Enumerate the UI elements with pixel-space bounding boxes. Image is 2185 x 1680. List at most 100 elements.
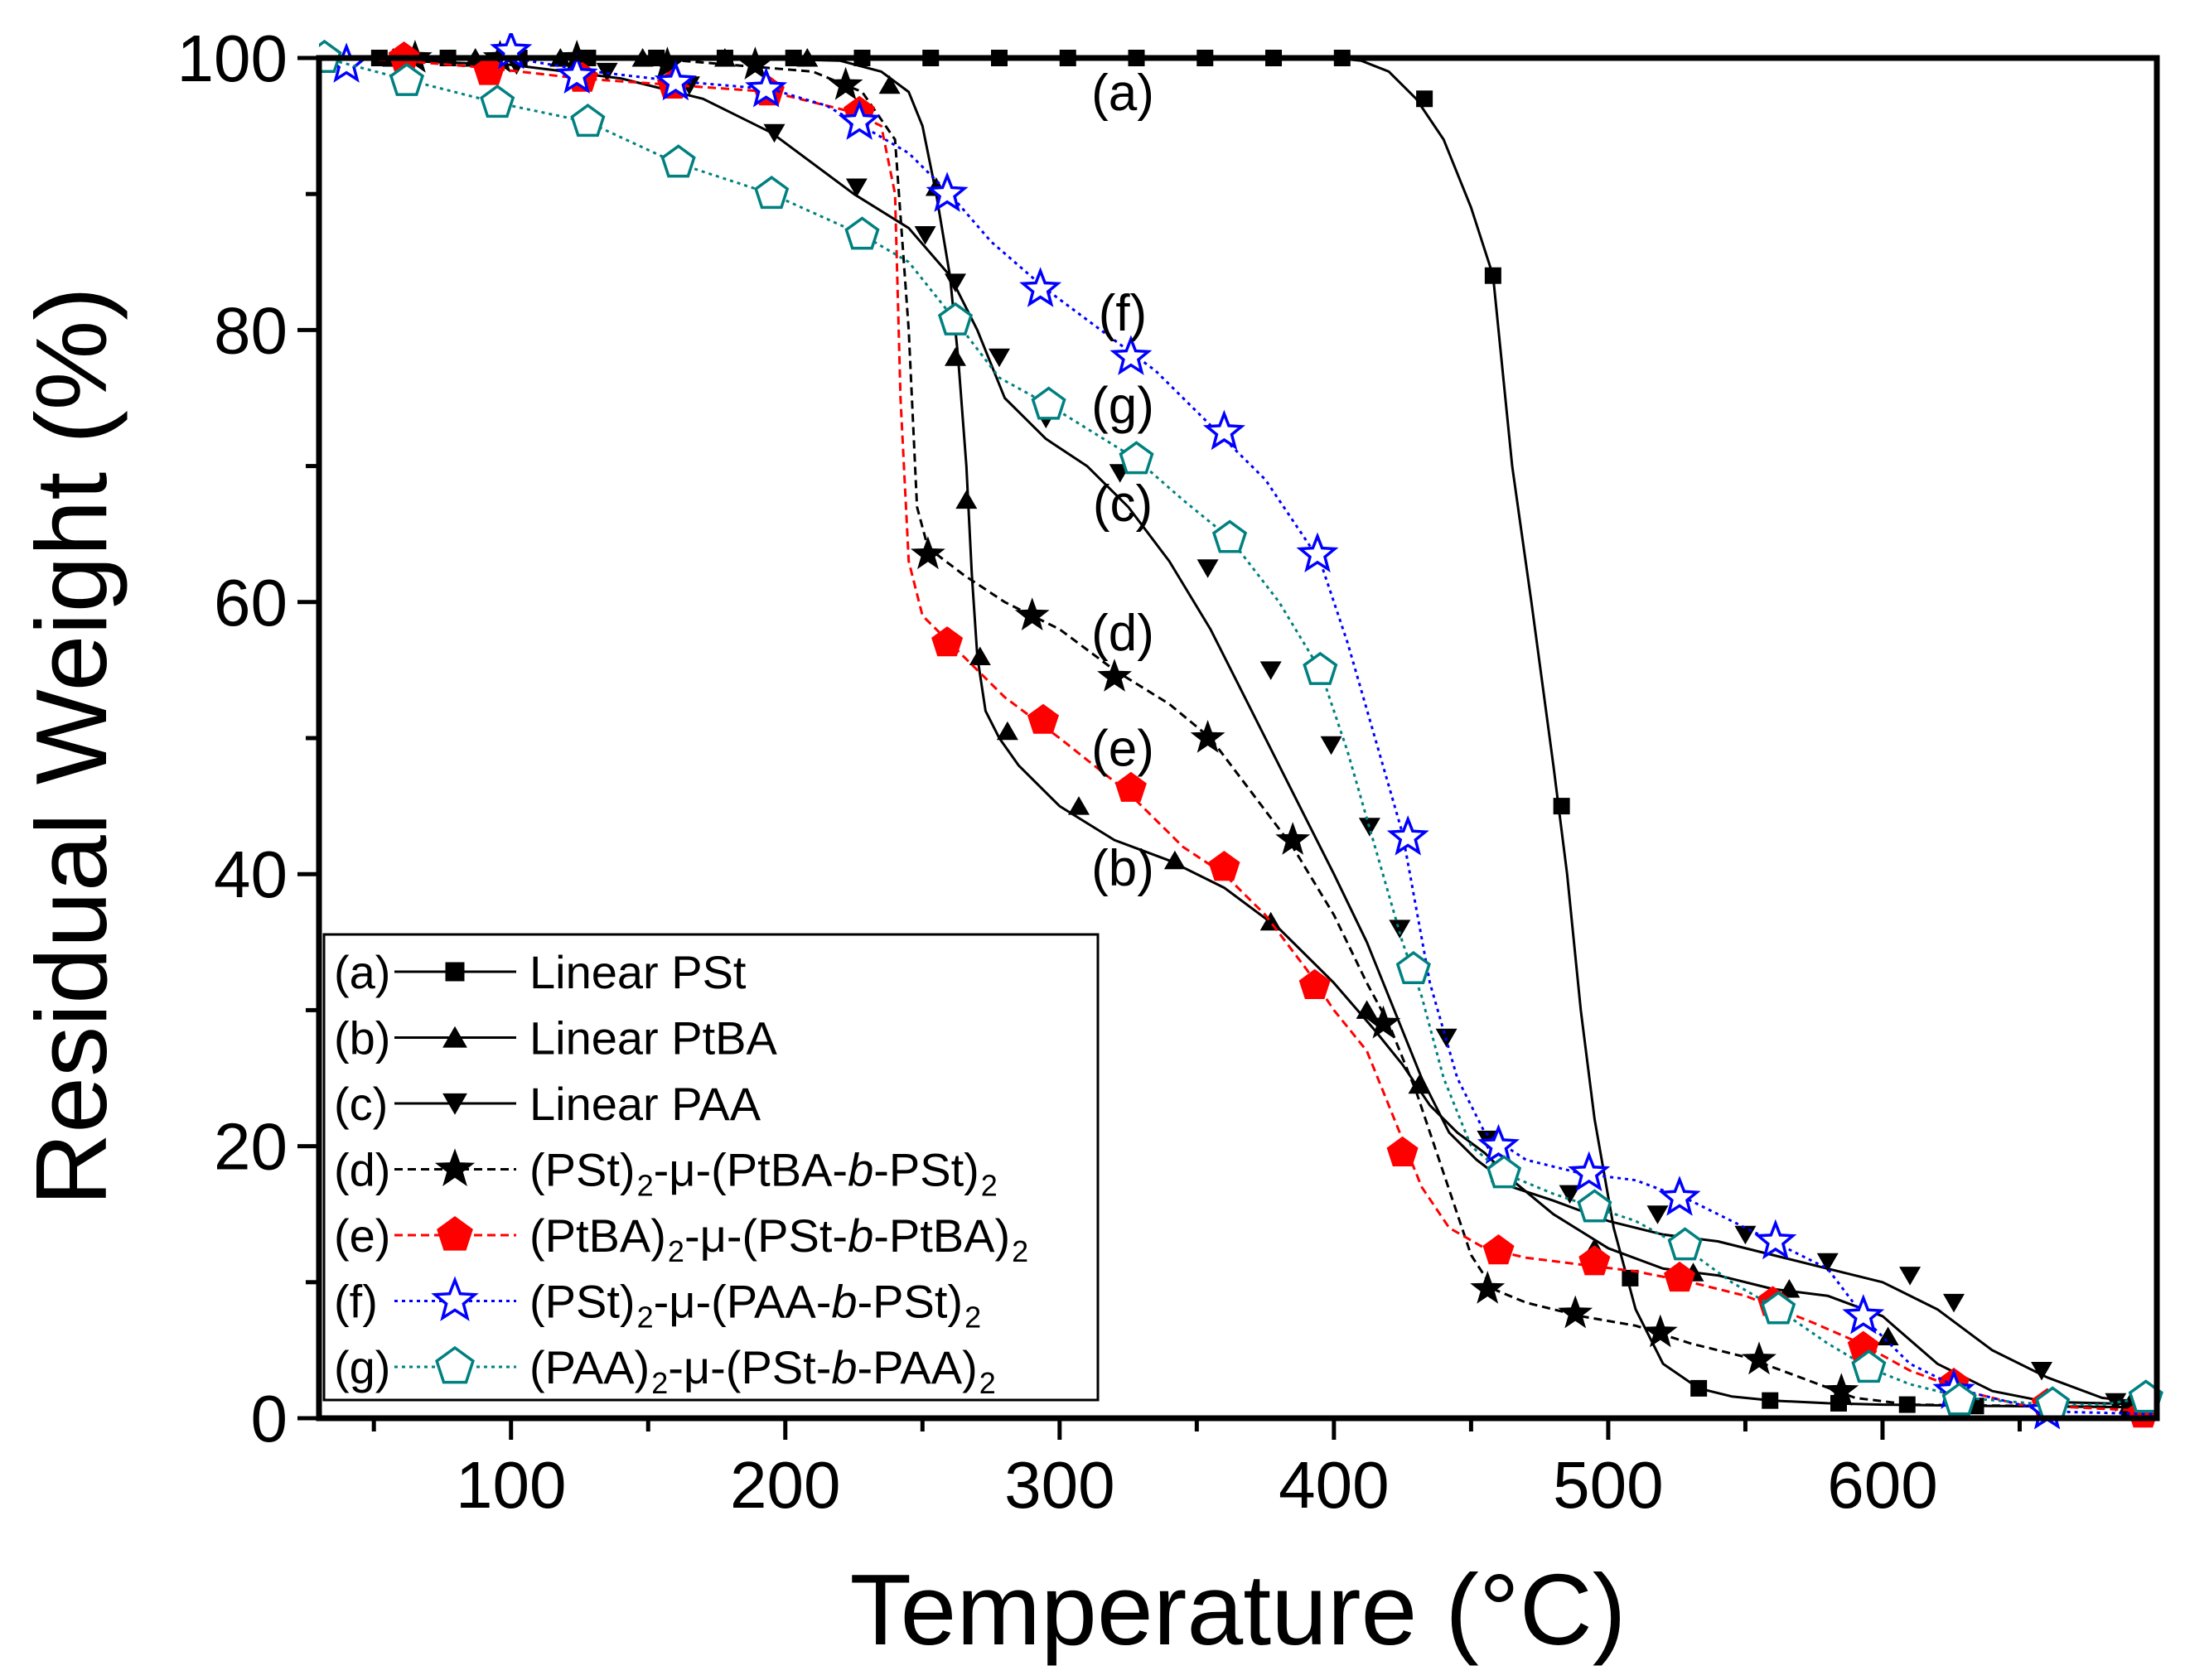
series-a-point-21 [1762,1392,1779,1409]
legend-text-f: (PSt)2-μ-(PAA-b-PSt)2 [529,1276,981,1335]
legend-marker-a [445,962,465,982]
series-c-point-10 [1196,559,1219,578]
series-f-point-2 [555,53,598,94]
legend: (a) Linear PSt (b) Linear PtBA (c) Linear PAA… [322,933,1100,1402]
series-c-point-18 [1646,1205,1669,1224]
annotation-e: (e) [1091,720,1154,777]
series-e-point-10 [1298,968,1331,999]
series-a-point-17 [1484,267,1501,284]
legend-item-c: (c) Linear PAA [334,1078,761,1130]
legend-label-e: (e) [334,1209,390,1262]
annotation-a: (a) [1091,65,1154,122]
series-a-point-19 [1622,1269,1639,1287]
series-d-point-9 [1190,720,1225,753]
series-d-point-15 [1742,1341,1777,1375]
series-e-point-14 [1664,1261,1695,1292]
series-b-point-12 [1068,796,1090,815]
series-g-point-11 [1303,651,1338,685]
legend-marker-d [434,1148,476,1186]
x-tick-label: 500 [1553,1448,1663,1522]
legend-item-d: (d) (PSt)2-μ-(PtBA-b-PSt)2 [334,1144,998,1203]
legend-text-a: Linear PSt [529,946,747,998]
series-b-point-8 [945,347,966,366]
series-c-point-20 [1816,1253,1839,1272]
y-tick-label: 80 [214,293,288,367]
series-g-point-4 [660,144,696,178]
series-g-point-3 [570,104,606,138]
series-e-point-6 [931,626,964,657]
series-d-point-5 [828,66,863,100]
series-e-point-9 [1208,851,1240,881]
series-f-point-16 [1842,1293,1885,1335]
legend-text-g: (PAA)2-μ-(PSt-b-PAA)2 [529,1341,996,1400]
series-a-point-16 [1416,90,1433,108]
legend-item-e: (e) (PtBA)2-μ-(PSt-b-PtBA)2 [334,1209,1028,1268]
series-b-point-6 [878,75,901,94]
series-f-point-3 [654,60,697,101]
series-f-point-10 [1296,532,1339,573]
series-g-point-8 [1031,386,1066,420]
series-f-point-9 [1202,409,1245,451]
y-tick-label: 100 [177,22,288,95]
series-e-point-11 [1386,1136,1419,1166]
legend-item-f: (f) (PSt)2-μ-(PAA-b-PSt)2 [334,1276,981,1335]
legend-marker-e [437,1216,473,1251]
legend-label-a: (a) [334,946,390,998]
legend-text-b: Linear PtBA [529,1012,777,1064]
series-f-point-13 [1568,1151,1611,1192]
series-d-line [324,56,2158,1409]
series-g-point-18 [1941,1382,1977,1416]
series-d-point-7 [1014,597,1050,630]
series-d-point-4 [737,46,773,80]
series-d-point-8 [1097,659,1132,692]
series-c-point-3 [763,123,786,143]
series-b-point-13 [1163,850,1186,870]
series-c-point-24 [2105,1393,2127,1412]
legend-item-g: (g) (PAA)2-μ-(PSt-b-PAA)2 [334,1341,996,1400]
legend-marker-b [442,1026,467,1048]
series-f-point-11 [1386,815,1429,856]
series-f-point-14 [1658,1176,1701,1216]
series-f-point-12 [1477,1123,1520,1165]
y-tick-label: 60 [214,566,288,640]
y-tick-label: 0 [251,1382,288,1456]
series-c-point-22 [1943,1293,1965,1313]
annotation-c: (c) [1093,476,1153,533]
series-f-line [324,56,2158,1416]
annotation-b: (b) [1091,840,1154,897]
series-c-point-19 [1734,1225,1757,1245]
series-c-point-5 [914,226,936,245]
series-e-point-7 [1027,703,1059,734]
x-tick-label: 100 [456,1448,566,1522]
series-b-point-11 [996,721,1018,741]
series-g-point-7 [937,302,974,336]
series-c [324,56,2158,1412]
series-c-point-12 [1320,736,1342,756]
series-g-point-6 [844,216,880,250]
legend-marker-g [435,1345,475,1384]
series-d-point-3 [650,46,685,80]
series-e-point-8 [1114,771,1147,802]
series-g-point-14 [1577,1189,1612,1223]
x-tick-label: 300 [1004,1448,1114,1522]
series-c-point-13 [1358,818,1380,837]
series-c-point-4 [845,178,868,197]
legend-label-f: (f) [334,1276,378,1328]
series-b-point-9 [955,490,978,509]
series-f-point-6 [926,171,969,212]
series-b-point-20 [1778,1279,1801,1298]
x-tick-label: 200 [730,1448,840,1522]
series-f-point-4 [745,67,788,108]
series-g-point-13 [1486,1155,1522,1189]
series-c-point-14 [1389,920,1411,939]
annotation-g: (g) [1091,378,1154,435]
series-g-point-1 [389,62,425,96]
series-g-point-17 [1851,1349,1887,1383]
legend-text-c: Linear PAA [529,1078,761,1130]
legend-marker-c [442,1093,467,1115]
series-c-point-7 [989,348,1010,368]
y-tick-label: 20 [214,1110,288,1184]
series-f-point-15 [1754,1219,1797,1260]
series-b-point-10 [969,646,991,665]
series-b-point-14 [1259,911,1282,931]
